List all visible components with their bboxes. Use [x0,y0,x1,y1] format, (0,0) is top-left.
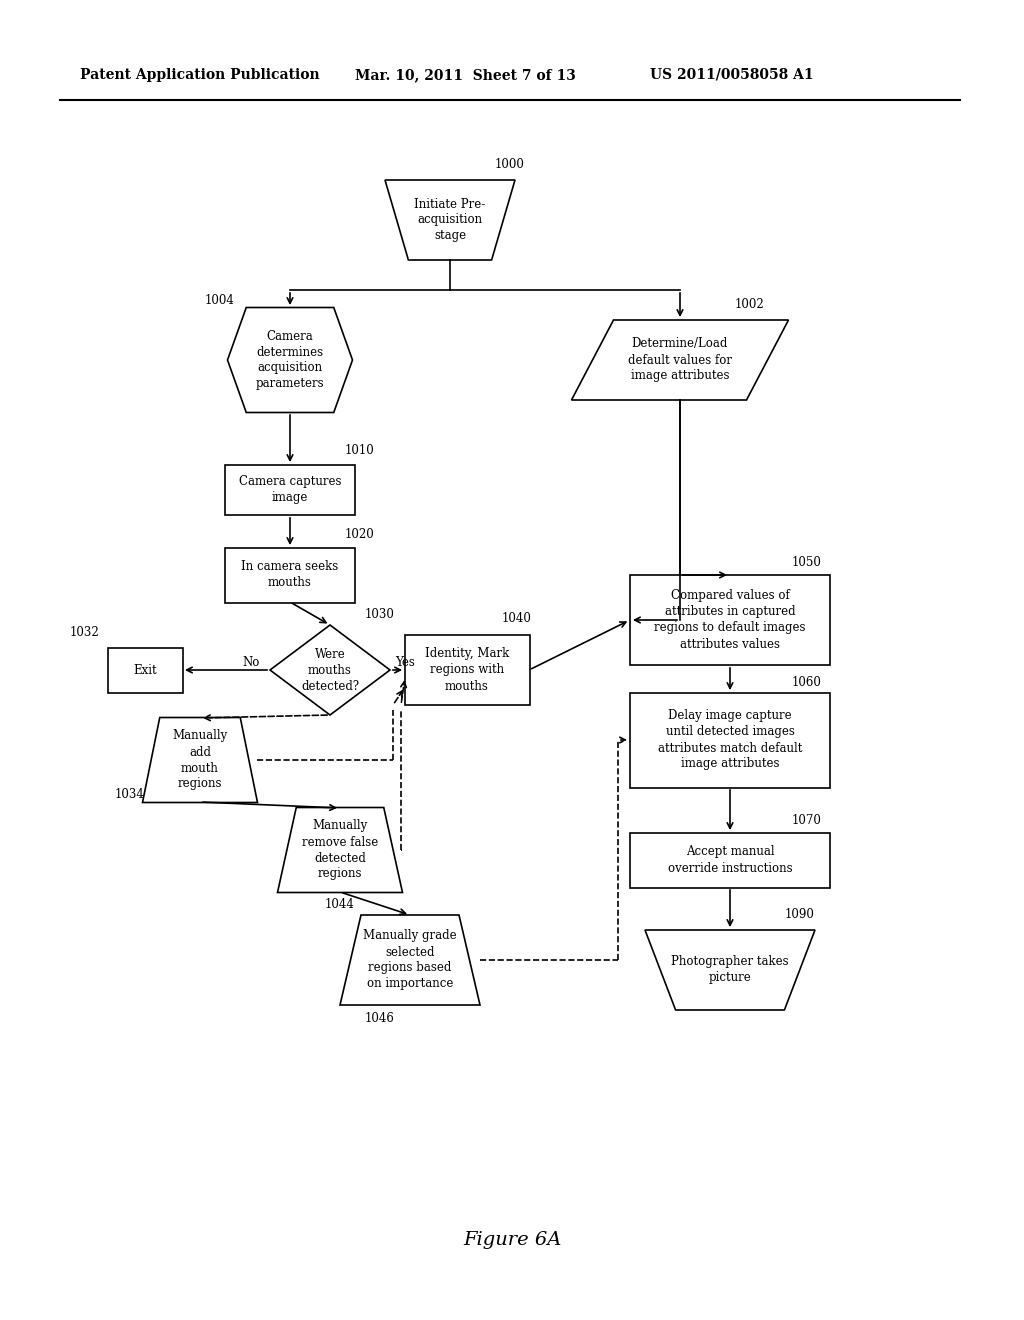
Text: Were
mouths
detected?: Were mouths detected? [301,648,359,693]
Bar [404,635,529,705]
Text: Initiate Pre-
acquisition
stage: Initiate Pre- acquisition stage [415,198,485,243]
Text: 1030: 1030 [365,609,395,622]
Text: Manually
add
mouth
regions: Manually add mouth regions [172,730,227,791]
Text: Photographer takes
picture: Photographer takes picture [671,956,788,985]
Text: 1034: 1034 [115,788,144,801]
Text: 1090: 1090 [785,908,815,921]
Text: In camera seeks
mouths: In camera seeks mouths [242,561,339,590]
Bar [225,465,355,515]
Text: 1050: 1050 [792,556,822,569]
Text: 1004: 1004 [205,293,234,306]
Text: Mar. 10, 2011  Sheet 7 of 13: Mar. 10, 2011 Sheet 7 of 13 [355,69,575,82]
Text: Camera captures
image: Camera captures image [239,475,341,504]
Text: No: No [242,656,259,668]
Text: Yes: Yes [395,656,415,668]
Text: 1032: 1032 [70,626,99,639]
Text: 1060: 1060 [792,676,822,689]
Text: Exit: Exit [133,664,157,676]
Text: 1000: 1000 [495,158,525,172]
Text: US 2011/0058058 A1: US 2011/0058058 A1 [650,69,814,82]
Text: 1010: 1010 [345,444,375,457]
Text: 1040: 1040 [502,611,531,624]
Text: Determine/Load
default values for
image attributes: Determine/Load default values for image … [628,338,732,383]
Text: Manually
remove false
detected
regions: Manually remove false detected regions [302,820,378,880]
Text: Identity, Mark
regions with
mouths: Identity, Mark regions with mouths [425,648,509,693]
Bar [225,548,355,602]
Bar [108,648,182,693]
Text: Patent Application Publication: Patent Application Publication [80,69,319,82]
Text: Accept manual
override instructions: Accept manual override instructions [668,846,793,874]
Text: 1044: 1044 [325,899,355,912]
Text: Figure 6A: Figure 6A [463,1232,561,1249]
Bar [630,576,830,665]
Text: Manually grade
selected
regions based
on importance: Manually grade selected regions based on… [364,929,457,990]
Text: 1070: 1070 [792,813,822,826]
Text: Delay image capture
until detected images
attributes match default
image attribu: Delay image capture until detected image… [657,710,802,771]
Text: 1020: 1020 [345,528,375,541]
Text: 1046: 1046 [365,1011,395,1024]
Text: Compared values of
attributes in captured
regions to default images
attributes v: Compared values of attributes in capture… [654,590,806,651]
Text: 1002: 1002 [735,298,765,312]
Text: Camera
determines
acquisition
parameters: Camera determines acquisition parameters [256,330,325,391]
Bar [630,833,830,887]
Bar [630,693,830,788]
